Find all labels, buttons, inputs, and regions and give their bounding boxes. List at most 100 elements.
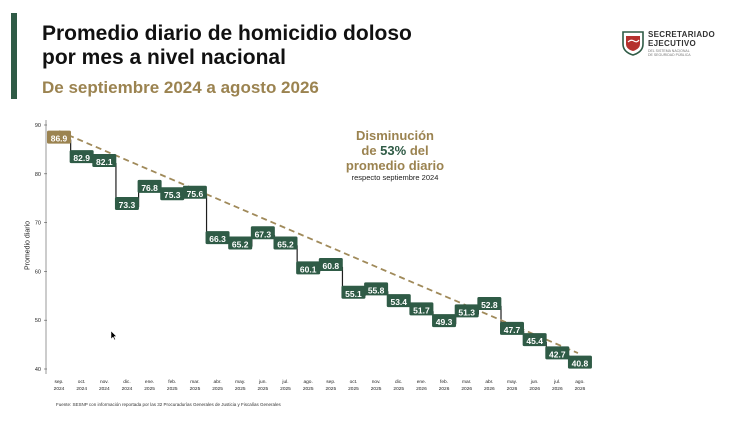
x-tick-label-year: 2026 [575, 386, 586, 392]
x-tick-label-year: 2025 [348, 386, 359, 392]
y-tick-label: 90 [35, 123, 41, 129]
annotation-percent: 53% [380, 143, 407, 158]
shield-icon [622, 31, 644, 56]
x-tick-label-month: sep. [326, 380, 335, 385]
y-tick-label: 60 [35, 269, 41, 275]
x-tick-label-month: jun. [258, 379, 267, 385]
x-tick-label-month: ago. [575, 380, 584, 385]
x-tick-label-year: 2026 [529, 386, 540, 392]
data-label: 40.8 [572, 359, 589, 369]
annotation-line-2-post: del [406, 143, 429, 158]
mouse-cursor-icon [111, 331, 117, 340]
x-tick-label-month: may. [235, 380, 245, 385]
x-tick-label-month: feb. [440, 379, 448, 385]
data-label-box [205, 231, 230, 245]
data-label: 52.8 [481, 300, 498, 310]
data-label-box [296, 261, 321, 275]
x-tick-label-year: 2025 [212, 386, 223, 392]
x-tick-label-month: ago. [303, 380, 312, 385]
data-label-box [432, 314, 457, 328]
x-tick-label-month: oct. [78, 379, 86, 385]
page-subtitle: De septiembre 2024 a agosto 2026 [42, 78, 319, 97]
data-label: 51.3 [458, 307, 475, 317]
data-label-box [500, 321, 524, 335]
data-label-box [477, 297, 502, 311]
x-tick-label-year: 2024 [54, 386, 65, 392]
annotation-line-1: Disminución [355, 128, 434, 143]
data-label-box [545, 346, 570, 360]
data-label-box [47, 130, 71, 144]
x-tick-label-month: mar. [190, 379, 199, 385]
x-tick-label-year: 2025 [280, 386, 291, 392]
data-label: 65.2 [232, 240, 249, 250]
x-tick-label-month: oct. [350, 379, 358, 385]
data-label-box [182, 185, 207, 199]
x-tick-label-month: nov. [100, 380, 109, 385]
data-label-box [250, 226, 275, 240]
x-tick-label-month: mar. [462, 379, 471, 385]
source-note: Fuente: SESNP con información reportada … [56, 402, 281, 407]
x-tick-label-month: ene. [145, 380, 154, 385]
y-tick-label: 80 [35, 172, 41, 178]
x-tick-label-year: 2026 [439, 386, 450, 392]
data-label: 65.2 [277, 240, 294, 250]
x-tick-label-year: 2025 [325, 386, 336, 392]
y-axis-label: Promedio diario [24, 220, 32, 271]
decrease-annotation: Disminución de 53% del promedio diario r… [300, 128, 490, 183]
data-label: 53.4 [390, 297, 407, 307]
data-label: 45.4 [526, 336, 543, 346]
x-tick-label-month: jul. [281, 379, 288, 385]
x-tick-label-year: 2024 [76, 386, 87, 392]
x-tick-label-month: sep. [54, 380, 63, 385]
x-tick-label-year: 2024 [122, 386, 133, 392]
data-label-box [454, 304, 479, 318]
data-label-box [364, 282, 389, 296]
title-line-2: por mes a nivel nacional [42, 46, 286, 69]
title-line-1: Promedio diario de homicidio doloso [42, 22, 412, 45]
data-label: 75.3 [164, 190, 181, 200]
data-label-box [409, 302, 434, 316]
data-label: 55.8 [368, 285, 385, 295]
annotation-line-2: de 53% del [300, 143, 490, 158]
x-tick-label-year: 2025 [144, 386, 155, 392]
accent-bar [11, 13, 17, 99]
data-label: 76.8 [141, 183, 158, 193]
x-tick-label-month: jul. [553, 379, 560, 385]
trend-line [58, 130, 579, 354]
logo-text-line-4: DE SEGURIDAD PÚBLICA [648, 53, 691, 57]
data-label: 82.9 [73, 153, 90, 163]
x-tick-label-year: 2025 [371, 386, 382, 392]
data-label: 60.1 [300, 264, 317, 274]
x-tick-label-year: 2026 [461, 386, 472, 392]
annotation-line-3: promedio diario [345, 158, 445, 173]
page-title: Promedio diario de homicidio doloso por … [42, 22, 522, 70]
x-tick-label-year: 2025 [303, 386, 314, 392]
data-label: 86.9 [51, 134, 68, 144]
logo-text-line-3: DEL SISTEMA NACIONAL [648, 49, 690, 53]
data-label: 60.8 [323, 261, 340, 271]
x-tick-label-year: 2026 [552, 386, 563, 392]
x-tick-label-year: 2024 [99, 386, 110, 392]
x-tick-label-month: dic. [123, 379, 130, 385]
x-tick-label-year: 2025 [167, 386, 178, 392]
x-tick-label-month: ene. [417, 380, 426, 385]
data-label-box [92, 154, 117, 168]
x-tick-label-year: 2026 [416, 386, 427, 392]
annotation-line-2-pre: de [361, 143, 381, 158]
y-tick-label: 70 [35, 221, 41, 227]
x-tick-label-year: 2026 [484, 386, 495, 392]
x-tick-label-month: feb. [168, 379, 176, 385]
x-tick-label-month: nov. [372, 380, 381, 385]
y-tick-label: 40 [35, 367, 41, 373]
data-label-box [522, 333, 547, 347]
data-label: 82.1 [96, 157, 113, 167]
logo-text-line-2: EJECUTIVO [648, 39, 697, 48]
data-label-box [341, 285, 366, 299]
x-tick-label-month: abr. [485, 379, 493, 385]
data-label: 73.3 [119, 200, 136, 210]
data-label: 49.3 [436, 317, 453, 327]
data-label-box [69, 150, 94, 164]
data-label: 42.7 [549, 349, 566, 359]
